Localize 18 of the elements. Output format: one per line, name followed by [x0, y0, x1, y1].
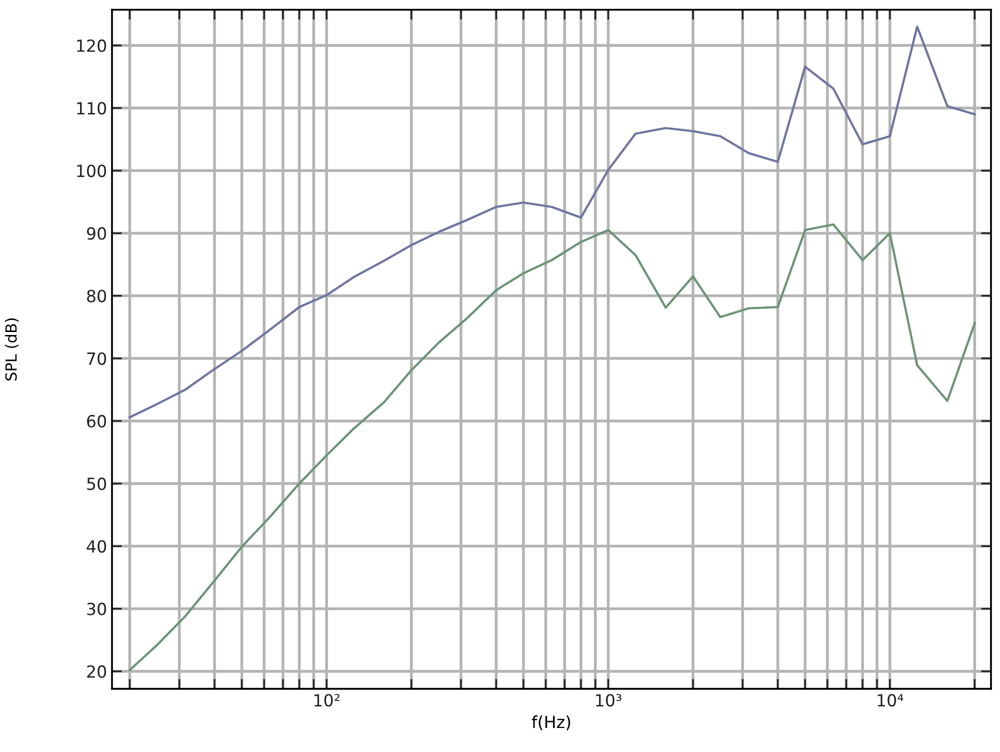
y-tick-label: 80	[87, 290, 106, 302]
line-series	[128, 223, 976, 672]
x-tick-label: 10⁴	[878, 694, 904, 707]
x-axis-title: f(Hz)	[532, 715, 570, 730]
y-tick-label: 70	[87, 352, 106, 365]
y-tick-label: 60	[87, 414, 106, 428]
y-tick-label: 120	[77, 39, 106, 52]
x-tick-label: 10³	[596, 694, 622, 707]
y-tick-label: 30	[87, 602, 106, 616]
y-tick-label: 100	[77, 164, 106, 178]
y-tick-label: 110	[77, 102, 106, 115]
y-tick-label: 50	[87, 478, 106, 490]
y-tick-label: 40	[86, 540, 106, 553]
y-tick-label: 90	[86, 227, 106, 240]
y-tick-label: 20	[87, 665, 106, 678]
x-tick-label: 10²	[314, 694, 340, 707]
y-axis-title: SPL (dB)	[4, 318, 19, 380]
line-series	[128, 26, 976, 418]
